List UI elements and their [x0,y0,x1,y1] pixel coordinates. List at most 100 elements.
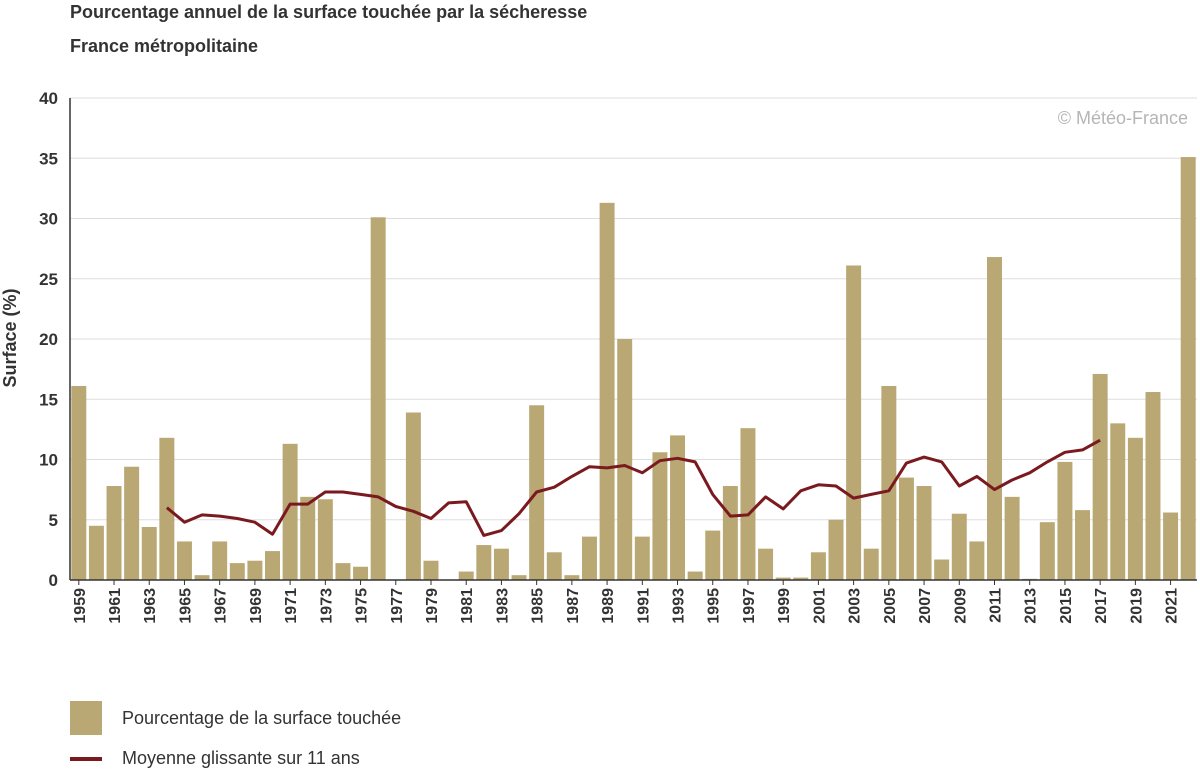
bar-2002[interactable] [828,519,844,580]
x-tick-label: 1977 [389,588,406,624]
bar-2015[interactable] [1057,461,1073,580]
legend-swatch-line [70,756,102,761]
bar-1966[interactable] [194,575,210,580]
bar-1974[interactable] [335,563,351,580]
y-tick-label: 30 [39,210,58,229]
legend-swatch-bar [70,701,102,735]
bar-1999[interactable] [775,577,791,580]
bar-1993[interactable] [670,435,686,580]
bar-2001[interactable] [810,552,826,580]
bar-1983[interactable] [493,548,509,580]
x-tick-label: 2015 [1058,588,1075,624]
grid-lines [70,97,1197,521]
bar-series [71,157,1196,581]
bar-1991[interactable] [634,536,650,580]
bar-1962[interactable] [124,466,140,580]
x-tick-label: 1961 [107,588,124,624]
x-tick-label: 1973 [318,588,335,624]
x-tick-label: 2011 [988,588,1005,623]
y-tick-label: 0 [49,571,58,590]
drought-chart: 0 5 10 15 20 25 30 35 40 1959 1961 1963 1965 1967 1969… [0,89,1197,624]
bar-1963[interactable] [141,526,157,580]
bar-2008[interactable] [934,559,950,580]
x-tick-label: 1983 [494,588,511,624]
bar-2021[interactable] [1163,512,1179,580]
x-tick-label: 1969 [248,588,265,624]
legend-label-bars: Pourcentage de la surface touchée [122,707,402,728]
bar-1998[interactable] [758,548,774,580]
x-tick-label: 2017 [1093,588,1110,624]
bar-1975[interactable] [353,566,369,580]
bar-2005[interactable] [881,385,897,580]
moving-average-line[interactable] [165,438,1101,537]
bar-1990[interactable] [617,339,633,580]
bar-1965[interactable] [176,541,192,580]
bar-1961[interactable] [106,486,122,580]
bar-1979[interactable] [423,560,439,580]
bar-2014[interactable] [1039,522,1055,580]
bar-2009[interactable] [951,513,967,580]
bar-1992[interactable] [652,452,668,580]
bar-1986[interactable] [546,552,562,580]
x-tick-label: 1975 [354,588,371,624]
y-tick-label: 20 [39,330,58,349]
bar-1984[interactable] [511,575,527,580]
x-tick-label: 1979 [424,588,441,624]
bar-2020[interactable] [1145,392,1161,580]
x-tick-label: 2003 [847,588,864,624]
x-tick-label: 1997 [741,588,758,624]
bar-1987[interactable] [564,575,580,580]
bar-1988[interactable] [581,536,597,580]
bar-1969[interactable] [247,560,263,580]
x-tick-label: 2005 [882,588,899,624]
bar-2022[interactable] [1180,157,1196,581]
bar-2016[interactable] [1075,510,1091,580]
x-tick-label: 1991 [635,588,652,624]
y-tick-label: 40 [39,89,58,108]
bar-1989[interactable] [599,202,615,580]
x-tick-label: 1987 [565,588,582,624]
bar-1971[interactable] [282,443,298,580]
bar-2004[interactable] [863,548,879,580]
bar-2011[interactable] [987,257,1002,580]
bar-2019[interactable] [1127,437,1143,580]
y-tick-label: 35 [39,149,58,168]
bar-1995[interactable] [705,530,721,580]
bar-1978[interactable] [405,412,421,580]
bar-2018[interactable] [1110,423,1126,580]
bar-1968[interactable] [229,563,245,580]
chart-subtitle: France métropolitaine [70,36,259,56]
x-tick-label: 2009 [952,588,969,624]
bar-1981[interactable] [458,571,474,580]
bar-1970[interactable] [265,551,280,580]
axes: 0 5 10 15 20 25 30 35 40 1959 1961 1963 1965 1967 1969… [39,89,1197,624]
x-tick-label: 2013 [1023,588,1040,624]
bar-2006[interactable] [898,477,914,580]
moving-average-series [165,438,1101,537]
bar-1959[interactable] [71,385,87,580]
bar-2007[interactable] [916,486,932,580]
chart-title: Pourcentage annuel de la surface touchée… [70,2,588,22]
y-tick-label: 5 [49,511,58,530]
bar-2003[interactable] [846,265,862,580]
bar-1997[interactable] [740,428,756,580]
bar-1994[interactable] [687,571,703,580]
bar-2017[interactable] [1092,373,1108,580]
x-tick-label: 1967 [213,588,230,624]
watermark-text: © Météo-France [1058,108,1188,128]
bar-2012[interactable] [1004,496,1020,580]
legend-item-line[interactable]: Moyenne glissante sur 11 ans [70,748,360,769]
bar-1967[interactable] [212,541,228,580]
bar-1973[interactable] [317,499,333,580]
bar-1976[interactable] [370,217,386,581]
x-tick-label: 1989 [600,588,617,624]
bar-1960[interactable] [88,525,104,580]
x-tick-label: 2019 [1128,588,1145,624]
legend-item-bars[interactable]: Pourcentage de la surface touchée [70,701,401,735]
bar-1996[interactable] [722,486,738,580]
bar-2000[interactable] [793,577,809,580]
x-tick-label: 1971 [283,588,300,624]
bar-1982[interactable] [476,545,492,580]
bar-2010[interactable] [969,541,985,580]
bar-1972[interactable] [300,496,316,580]
